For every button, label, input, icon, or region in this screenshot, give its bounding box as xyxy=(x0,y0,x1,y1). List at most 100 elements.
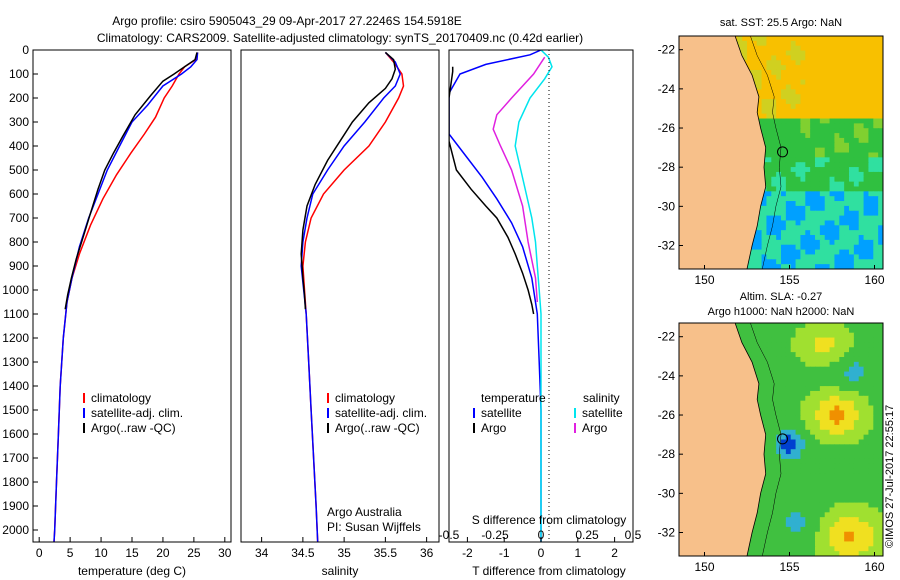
m1-cell xyxy=(810,191,816,197)
m2-cell xyxy=(795,488,802,494)
m2-cell xyxy=(756,386,763,392)
m1-cell xyxy=(858,162,865,168)
m1-cell xyxy=(844,186,850,192)
m1-cell xyxy=(776,79,782,86)
m1-cell xyxy=(834,201,840,207)
m2-cell xyxy=(810,488,816,494)
m1-cell xyxy=(878,94,883,100)
m2-cell xyxy=(863,512,870,518)
m1-cell xyxy=(878,84,883,90)
m1-cell xyxy=(873,181,879,188)
m1-cell xyxy=(863,259,870,265)
m1-cell xyxy=(853,249,860,256)
m2-cell xyxy=(844,342,850,348)
m2-cell xyxy=(766,463,772,470)
m2-cell xyxy=(781,415,787,421)
m1-cell xyxy=(815,147,821,154)
m1-cell xyxy=(839,235,845,241)
m2-cell xyxy=(819,551,826,556)
m1-cell xyxy=(819,99,826,105)
m1-cell xyxy=(863,215,870,222)
m1-cell xyxy=(785,157,792,163)
m2-cell xyxy=(810,327,816,334)
m2-cell xyxy=(761,415,768,421)
m1-cell xyxy=(800,108,806,115)
m1-cell xyxy=(790,196,797,202)
m2-cell xyxy=(858,429,865,436)
m1-cell xyxy=(810,147,816,154)
m1-cell xyxy=(839,103,845,110)
m1-cell xyxy=(766,133,772,139)
m2-cell xyxy=(790,356,797,363)
m1-cell xyxy=(756,69,763,76)
m2-cell xyxy=(819,424,826,431)
m1-cell xyxy=(766,225,772,231)
m1-cell xyxy=(781,69,787,76)
m1-cell xyxy=(873,123,879,129)
m2-cell xyxy=(766,405,772,411)
m2-cell xyxy=(805,429,811,436)
m2-cell xyxy=(756,536,763,543)
m1-cell xyxy=(839,113,845,120)
m2-cell xyxy=(839,531,845,538)
m2-cell xyxy=(819,454,826,460)
m2-cell xyxy=(785,517,792,523)
m2-cell xyxy=(800,444,806,450)
m1-cell xyxy=(868,74,874,81)
m2-cell xyxy=(868,434,874,441)
m1-cell xyxy=(790,108,797,115)
m1-cell xyxy=(795,259,802,265)
m1-cell xyxy=(805,55,811,61)
salinity-panel: 34 34.5 35 35.5 36 salinity climatologysatel… xyxy=(240,49,440,578)
m1-cell xyxy=(795,186,802,192)
m1-cell xyxy=(824,171,831,178)
m1-cell xyxy=(781,94,787,100)
m2-cell xyxy=(756,332,763,339)
m2-cell xyxy=(844,323,850,329)
m1-cell xyxy=(839,128,845,134)
m2-cell xyxy=(785,522,792,528)
m2-cell xyxy=(819,400,826,407)
m2-cell xyxy=(785,347,792,353)
m2-cell xyxy=(737,327,743,334)
m2-cell xyxy=(815,517,821,523)
m1-cell xyxy=(839,259,845,265)
m2-cell xyxy=(766,381,772,387)
m2-cell xyxy=(853,361,860,368)
m2-cell xyxy=(795,395,802,402)
m2-cell xyxy=(795,517,802,523)
m2-cell xyxy=(858,492,865,499)
m2-cell xyxy=(785,468,792,475)
m2-cell xyxy=(815,390,821,397)
m2-cell xyxy=(776,381,782,387)
m2-cell xyxy=(766,327,772,334)
m2-cell xyxy=(853,386,860,392)
m2-cell xyxy=(815,497,821,504)
m1-cell xyxy=(839,244,845,251)
m2-cell xyxy=(878,395,883,402)
m2-cell xyxy=(751,327,758,334)
m1-cell xyxy=(790,152,797,158)
m2-cell xyxy=(785,376,792,382)
m2-cell xyxy=(810,410,816,416)
m1-cell xyxy=(756,254,763,260)
m1-cell xyxy=(815,157,821,163)
m2-cell xyxy=(785,444,792,450)
sst-map-panel: sat. SST: 25.5 Argo: NaN 150 155 160-22-24… xyxy=(658,17,885,287)
m2-cell xyxy=(844,332,850,339)
m1-cell xyxy=(858,181,865,188)
m2-cell xyxy=(781,488,787,494)
m1-cell xyxy=(829,89,836,95)
m1-cell xyxy=(844,254,850,260)
m2-cell xyxy=(771,361,777,368)
depth-tick-label-6: 600 xyxy=(9,187,29,201)
m1-cell xyxy=(878,210,883,217)
m1-cell xyxy=(766,69,772,76)
m2-cell xyxy=(815,410,821,416)
m1-cell xyxy=(810,152,816,158)
m1-cell xyxy=(790,113,797,120)
m2-cell xyxy=(805,546,811,552)
m2-cell xyxy=(873,517,879,523)
m1-cell xyxy=(742,50,748,57)
m2-cell xyxy=(819,395,826,402)
